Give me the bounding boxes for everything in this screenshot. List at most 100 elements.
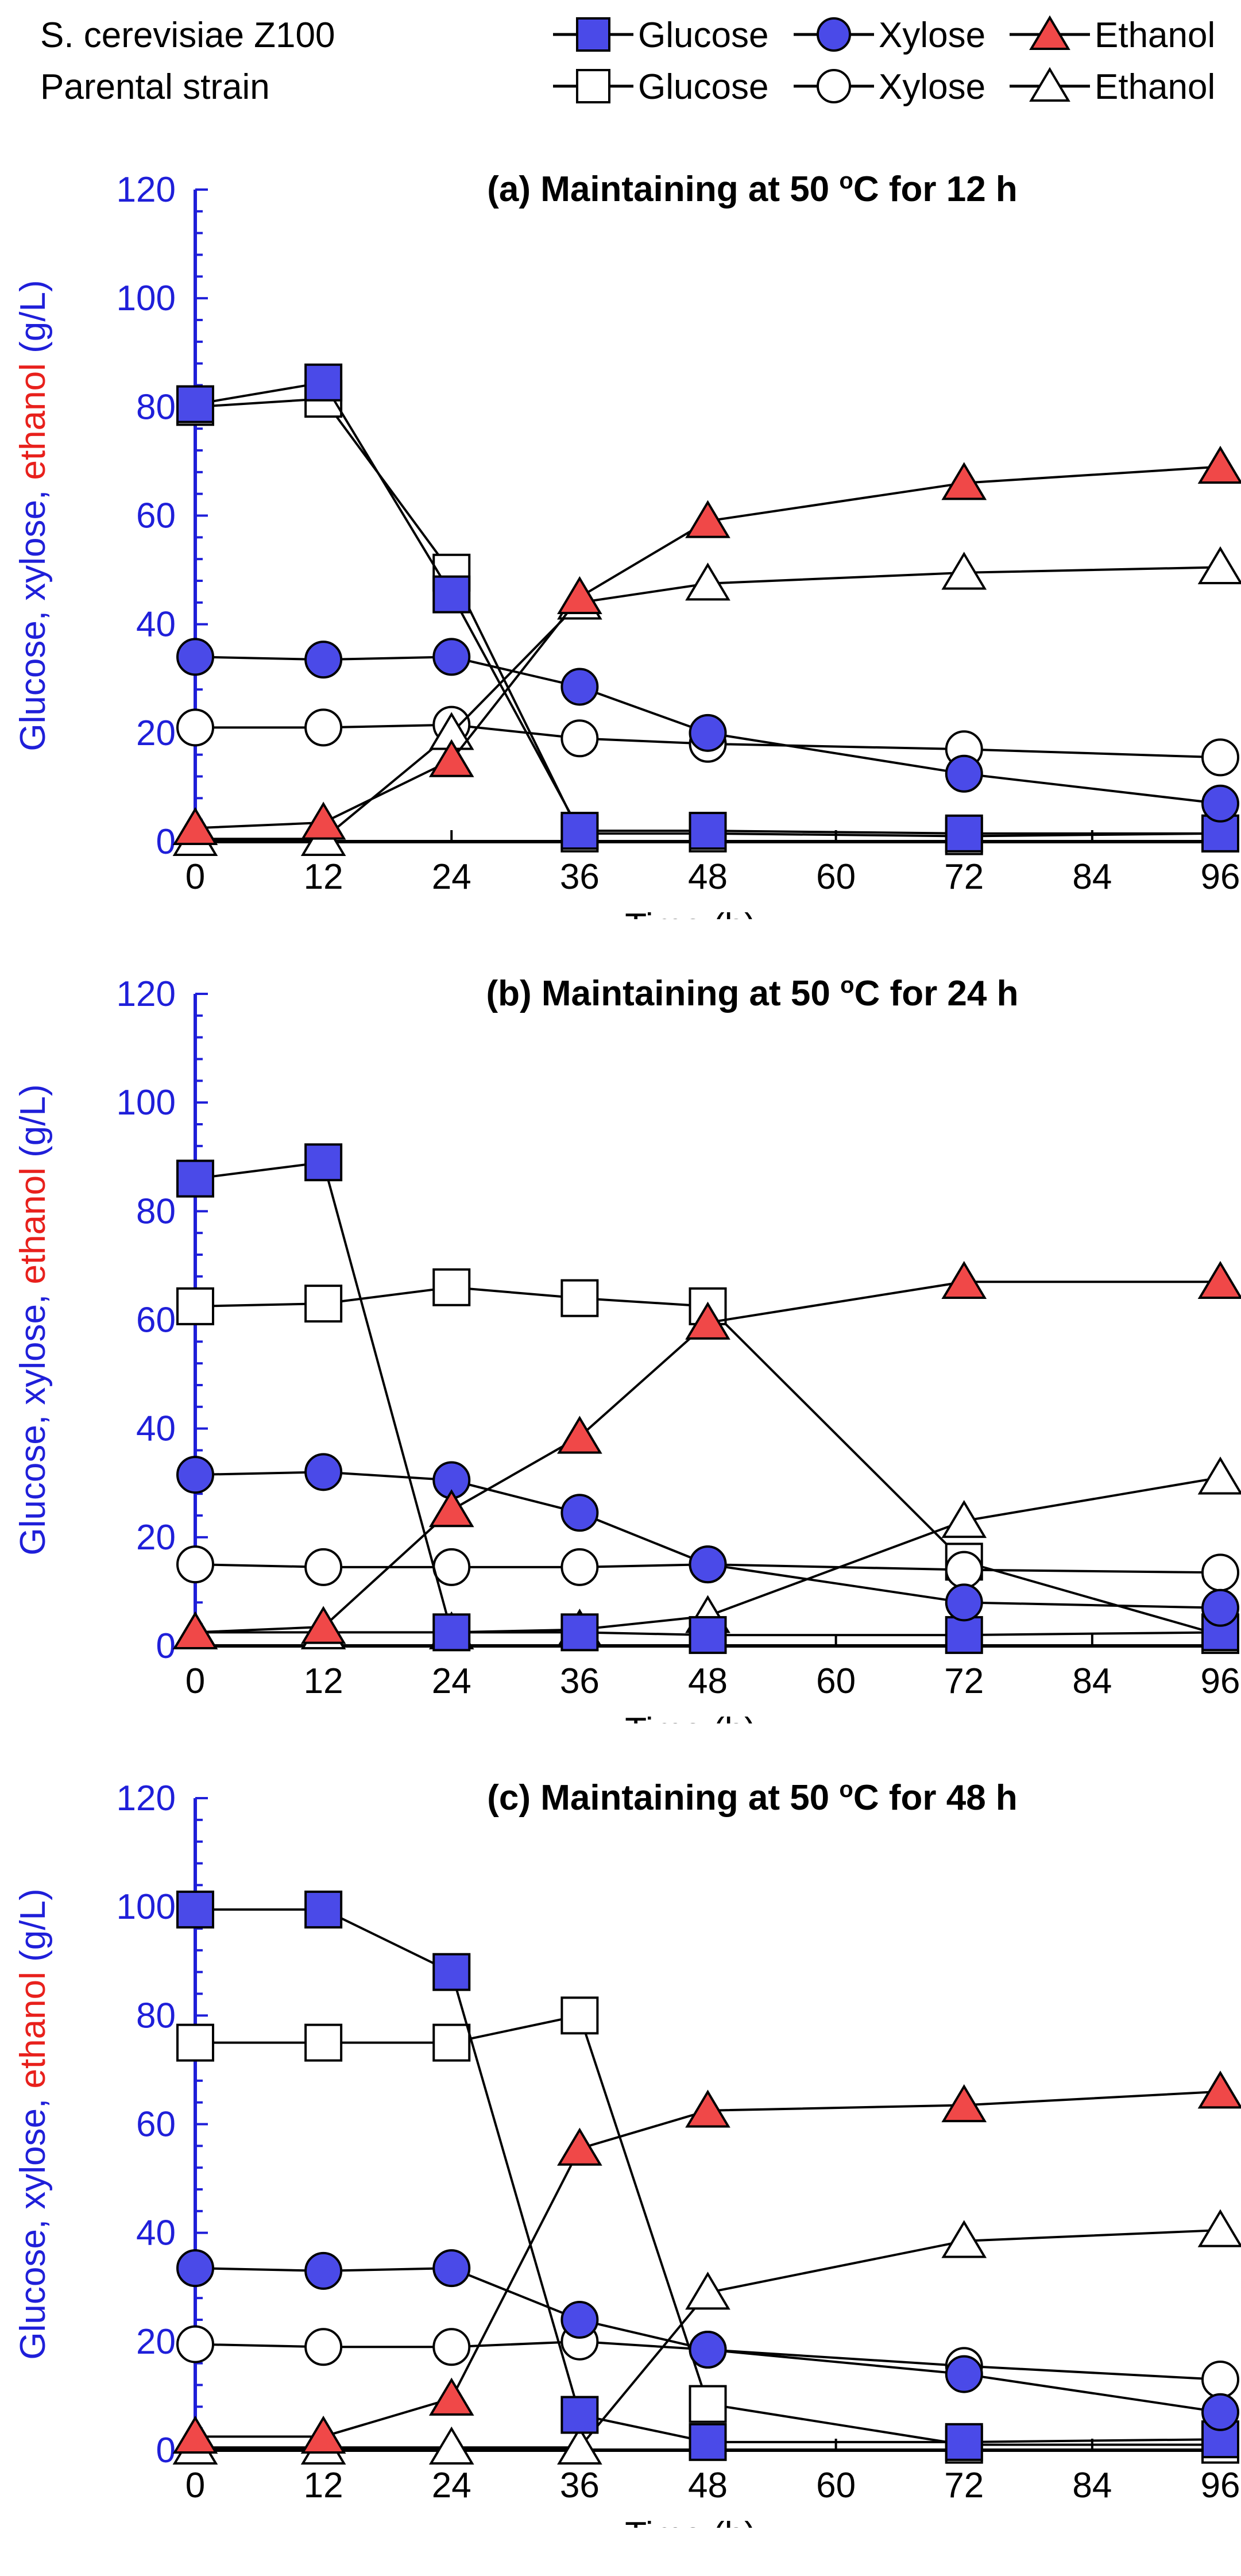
x-tick-label: 24 <box>432 1661 471 1701</box>
data-point <box>304 2251 343 2290</box>
data-point <box>432 1953 471 1991</box>
x-tick-label: 24 <box>432 857 471 897</box>
chart-panel-a: (a) Maintaining at 50 oC for 12 h 0 20 40 60… <box>13 168 1241 919</box>
series-parental-ethanol <box>172 546 1241 856</box>
y-tick-label: 100 <box>117 1887 176 1927</box>
x-tick-label: 36 <box>560 2466 600 2505</box>
data-point <box>176 638 214 676</box>
data-point <box>1197 1456 1241 1495</box>
data-point <box>685 2272 730 2310</box>
legend-group-label: S. cerevisiae Z100 <box>40 16 335 55</box>
data-point <box>176 2023 214 2062</box>
x-tick-label: 12 <box>304 857 343 897</box>
legend-label: Xylose <box>879 67 985 107</box>
data-point <box>428 1489 474 1528</box>
y-tick-label: 120 <box>117 1779 176 1818</box>
data-point <box>432 1613 471 1652</box>
y-tick-label: 80 <box>136 387 176 427</box>
x-tick-label: 72 <box>944 857 984 897</box>
data-point <box>176 2325 214 2363</box>
x-axis-label: Time (h) <box>625 1711 756 1723</box>
y-tick-label: 120 <box>117 974 176 1014</box>
legend-marker-glucose-icon <box>576 17 610 52</box>
data-point <box>560 1494 599 1532</box>
data-point <box>1201 1588 1239 1627</box>
y-tick-label: 120 <box>117 170 176 210</box>
data-point <box>172 807 218 846</box>
data-point <box>689 1545 727 1584</box>
data-point <box>1201 1553 1239 1592</box>
x-axis-label: Time (h) <box>625 907 756 919</box>
data-point <box>557 2426 602 2465</box>
x-tick-label: 48 <box>688 2466 728 2505</box>
x-tick-label: 12 <box>304 2466 343 2505</box>
x-tick-label: 36 <box>560 1661 600 1701</box>
x-tick-label: 60 <box>816 2466 856 2505</box>
chart-panel-c: (c) Maintaining at 50 oC for 48 h 0 20 40 60… <box>13 1777 1241 2528</box>
series-line <box>195 1471 1221 1609</box>
y-tick-label: 60 <box>136 1301 176 1340</box>
series-line <box>195 2014 1220 2446</box>
data-point <box>685 500 730 538</box>
series-line <box>195 566 1221 840</box>
data-point <box>557 576 602 615</box>
data-point <box>560 1613 599 1652</box>
data-point <box>560 1548 599 1586</box>
data-point <box>176 1456 214 1494</box>
y-tick-label: 40 <box>136 1409 176 1449</box>
series-z100-ethanol <box>172 445 1241 846</box>
data-point <box>685 1301 730 1340</box>
panel-title: (b) Maintaining at 50 oC for 24 h <box>486 973 1019 1013</box>
series-line <box>195 2090 1221 2438</box>
series-z100-glucose <box>176 1890 1239 2461</box>
data-point <box>176 1287 214 1325</box>
data-point <box>945 1583 983 1622</box>
legend-group-label: Parental strain <box>40 67 270 107</box>
chart-legend: S. cerevisiae Z100 Glucose Xylose Ethanol Pa… <box>40 15 1215 107</box>
y-tick-label: 60 <box>136 2105 176 2145</box>
x-tick-label: 84 <box>1072 1661 1112 1701</box>
data-point <box>941 552 987 590</box>
data-point <box>945 2355 983 2393</box>
data-point <box>560 2301 599 2339</box>
data-point <box>1201 738 1239 777</box>
data-point <box>300 2415 346 2454</box>
y-tick-label: 20 <box>136 1518 176 1557</box>
legend-label: Ethanol <box>1095 16 1215 55</box>
data-point <box>304 641 343 679</box>
data-point <box>304 1548 343 1586</box>
y-axis-label: Glucose, xylose, ethanol (g/L) <box>13 1084 53 1555</box>
data-point <box>941 2220 987 2258</box>
data-point <box>432 638 471 676</box>
data-point <box>432 2249 471 2288</box>
chart-panel-b: (b) Maintaining at 50 oC for 24 h 0 20 40 60… <box>13 973 1241 1723</box>
series-line <box>195 381 1220 835</box>
x-tick-label: 84 <box>1072 857 1112 897</box>
y-tick-label: 0 <box>156 1626 176 1666</box>
y-tick-label: 20 <box>136 2322 176 2362</box>
y-tick-label: 100 <box>117 279 176 318</box>
data-point <box>304 1890 343 1929</box>
x-tick-label: 48 <box>688 1661 728 1701</box>
data-point <box>428 739 474 777</box>
legend-marker-xylose-icon <box>817 17 851 52</box>
data-point <box>945 1551 983 1589</box>
data-point <box>560 1996 599 2035</box>
data-point <box>432 2328 471 2366</box>
y-tick-label: 40 <box>136 2213 176 2253</box>
data-point <box>304 1285 343 1323</box>
y-tick-label: 100 <box>117 1083 176 1123</box>
data-point <box>176 1159 214 1198</box>
data-point <box>1197 445 1241 484</box>
series-z100-xylose <box>176 2249 1239 2431</box>
data-point <box>304 1453 343 1491</box>
data-point <box>689 1616 727 1655</box>
data-point <box>1201 2361 1239 2399</box>
data-point <box>304 363 343 402</box>
series-parental-glucose <box>176 1268 1239 1655</box>
data-point <box>432 575 471 614</box>
data-point <box>945 754 983 793</box>
data-point <box>304 1143 343 1182</box>
x-tick-label: 0 <box>185 2466 205 2505</box>
data-point <box>685 562 730 601</box>
